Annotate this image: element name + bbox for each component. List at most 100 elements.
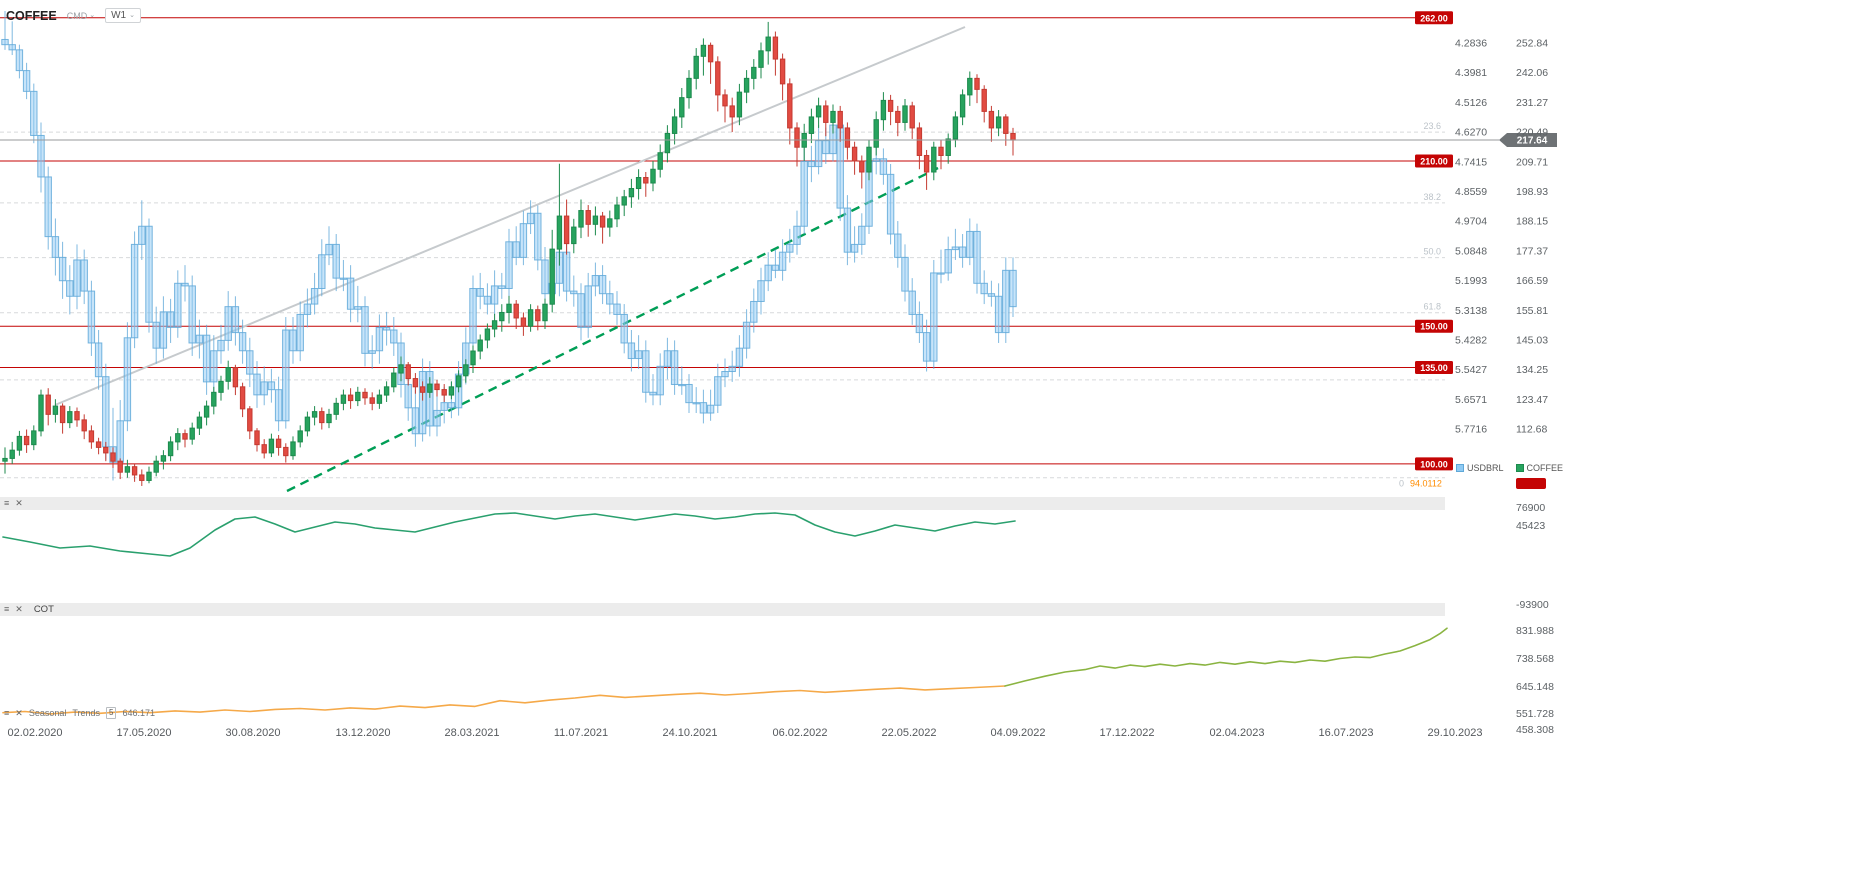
legend-coffee-label: COFFEE [1526,463,1564,473]
seasonal-label-1: Seasonal [28,708,67,718]
coffee-swatch-icon [1515,464,1524,472]
coffee-axis-label: 209.71 [1516,156,1548,168]
date-axis-label: 22.05.2022 [881,727,937,739]
price-alert-lines[interactable]: 262.00 210.00 150.00 135.00 100.00 [0,11,1453,471]
current-price-badge: 217.64 [1499,132,1557,147]
cot-panel-title: COT [33,604,54,615]
menu-icon[interactable]: ≡ [4,498,10,508]
date-axis-label: 17.12.2022 [1099,727,1155,739]
svg-text:262.00: 262.00 [1420,13,1448,23]
date-axis-label: 06.02.2022 [772,727,828,739]
usdbrl-axis-label: 5.5427 [1455,364,1487,376]
date-axis-label: 04.09.2022 [990,727,1046,739]
usdbrl-axis-label: 4.8559 [1455,186,1487,198]
date-axis-label: 02.04.2023 [1209,727,1265,739]
cot-panel: 831.988 738.568 645.148 551.728 458.308 [2,625,1554,736]
close-icon[interactable]: ✕ [15,604,23,614]
coffee-axis-label: 166.59 [1516,275,1548,287]
svg-text:150.00: 150.00 [1420,322,1448,332]
svg-text:135.00: 135.00 [1420,363,1448,373]
coffee-axis-label: 198.93 [1516,186,1548,198]
usdbrl-axis-label: 4.6270 [1455,127,1487,139]
indicator-panel-1: 76900 45423 -93900 [2,502,1549,611]
usdbrl-swatch-icon [1456,464,1464,472]
fib-label: 61.8 [1423,302,1441,312]
date-axis-label: 13.12.2020 [335,727,391,739]
date-axis-label: 24.10.2021 [662,727,718,739]
usdbrl-axis-label: 4.3981 [1455,67,1487,79]
panel-axis-label: 45423 [1516,520,1545,532]
date-axis-label: 30.08.2020 [225,727,281,739]
usdbrl-axis-label: 5.4282 [1455,335,1487,347]
legend-usdbrl-label: USDBRL [1467,463,1504,473]
fib-label: 0 [1399,479,1404,489]
coffee-axis-label: 177.37 [1516,245,1548,257]
usdbrl-axis-label: 5.3138 [1455,305,1487,317]
green-dashed-trendline [286,166,939,493]
market-selector[interactable]: CMD ⌄ [67,11,95,21]
panel-axis-label: 458.308 [1516,724,1554,736]
legend-coffee[interactable]: COFFEE [1515,463,1564,473]
coffee-axis-label: 252.84 [1516,38,1548,50]
menu-icon[interactable]: ≡ [4,604,10,614]
fib-label: 50.0 [1423,247,1441,257]
fib-label: 23.6 [1423,121,1441,131]
usdbrl-axis-label: 5.0848 [1455,245,1487,257]
legend-usdbrl[interactable]: USDBRL [1456,463,1504,473]
price-axis[interactable]: 4.2836 252.84 4.3981 242.06 4.5126 231.27 4.62… [1455,38,1548,436]
coffee-axis-label: 112.68 [1516,424,1547,436]
seasonal-trends-line [1004,627,1448,687]
date-axis-label: 02.02.2020 [7,727,63,739]
panel-axis-label: 738.568 [1516,653,1554,665]
chevron-down-icon: ⌄ [129,12,135,19]
date-axis-label: 29.10.2023 [1427,727,1483,739]
panel-divider-2[interactable]: ≡ ✕ COT [0,603,1445,616]
usdbrl-axis-label: 4.7415 [1455,156,1487,168]
date-axis-label: 17.05.2020 [116,727,172,739]
symbol-name: COFFEE [6,8,57,23]
timeframe-label: W1 [111,10,127,21]
price-line-badge [1415,361,1453,375]
usdbrl-candles [1,10,1017,481]
usdbrl-axis-label: 5.6571 [1455,394,1487,406]
close-icon[interactable]: ✕ [15,707,23,718]
coffee-candles [2,21,1016,486]
price-line-badge [1415,319,1453,333]
coffee-axis-label: 220.49 [1516,127,1548,139]
fibonacci-levels: 23.6 38.2 50.0 61.8 0 94.0112 [0,121,1445,489]
usdbrl-cot-line [2,512,1016,557]
seasonal-period[interactable]: 5 [106,707,117,719]
svg-text:217.64: 217.64 [1517,135,1548,146]
close-icon[interactable]: ✕ [15,498,23,508]
svg-text:210.00: 210.00 [1420,156,1448,166]
coffee-axis-label: 188.15 [1516,216,1548,228]
coffee-axis-label: 123.47 [1516,394,1548,406]
svg-text:100.00: 100.00 [1420,459,1448,469]
chevron-down-icon: ⌄ [89,12,96,19]
coffee-axis-label: 231.27 [1516,97,1548,109]
usdbrl-axis-label: 4.5126 [1455,97,1487,109]
timeframe-selector[interactable]: W1 ⌄ [105,8,141,23]
coffee-axis-label: 145.03 [1516,335,1548,347]
coffee-axis-label: 155.81 [1516,305,1548,317]
coffee-price-badge [1516,478,1546,489]
panel-divider-1[interactable]: ≡ ✕ [0,497,1445,510]
date-axis-label: 16.07.2023 [1318,727,1374,739]
seasonal-value: 646.171 [122,708,156,718]
chart-legend: USDBRL COFFEE [1456,463,1563,473]
fib-label: 38.2 [1423,192,1441,202]
fib-zero-price-note: 94.0112 [1410,479,1442,489]
price-line-badge [1415,457,1453,471]
panel-axis-label: 831.988 [1516,625,1554,637]
menu-icon[interactable]: ≡ [4,707,10,718]
panel-axis-label: -93900 [1516,599,1549,611]
price-line-badge [1415,11,1453,25]
panel-axis-label: 645.148 [1516,681,1554,693]
date-axis-label: 28.03.2021 [444,727,500,739]
panel-axis-label: 551.728 [1516,708,1554,720]
date-axis-label: 11.07.2021 [553,727,609,739]
coffee-axis-label: 242.06 [1516,67,1548,79]
seasonal-trends-label: ≡ ✕ Seasonal Trends 5 646.171 [4,707,155,719]
date-axis[interactable]: 02.02.2020 17.05.2020 30.08.2020 13.12.2020… [0,723,1570,743]
